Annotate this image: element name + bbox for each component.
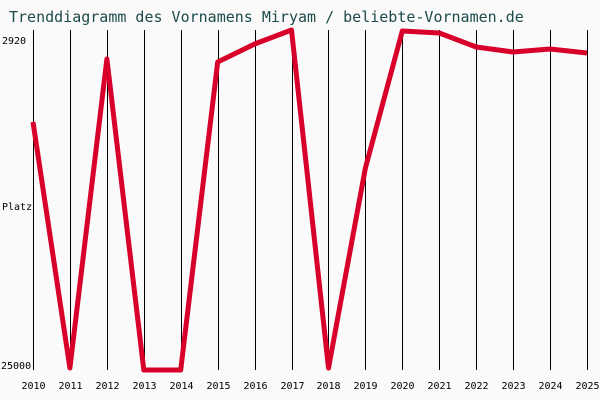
x-tick-label: 2018 <box>316 381 341 392</box>
x-tick-label: 2010 <box>21 381 46 392</box>
y-axis-title: Platz <box>2 202 33 213</box>
x-tick-label: 2017 <box>280 381 305 392</box>
y-axis-top-label: 2920 <box>2 36 27 47</box>
y-axis-bottom-label: 25000 <box>1 361 32 372</box>
x-tick-label: 2013 <box>132 381 157 392</box>
x-tick-label: 2011 <box>58 381 83 392</box>
x-tick-label: 2012 <box>95 381 120 392</box>
x-tick-label: 2014 <box>169 381 194 392</box>
trend-line <box>30 27 588 373</box>
x-tick-label: 2016 <box>243 381 268 392</box>
x-tick-label: 2015 <box>206 381 231 392</box>
x-tick-label: 2023 <box>501 381 526 392</box>
x-tick-label: 2022 <box>464 381 489 392</box>
x-tick-label: 2021 <box>427 381 452 392</box>
x-tick-label: 2020 <box>390 381 415 392</box>
x-tick-label: 2019 <box>353 381 378 392</box>
chart-title: Trenddiagramm des Vornamens Miryam / bel… <box>9 8 524 26</box>
x-tick-label: 2024 <box>538 381 563 392</box>
x-tick-label: 2025 <box>575 381 600 392</box>
